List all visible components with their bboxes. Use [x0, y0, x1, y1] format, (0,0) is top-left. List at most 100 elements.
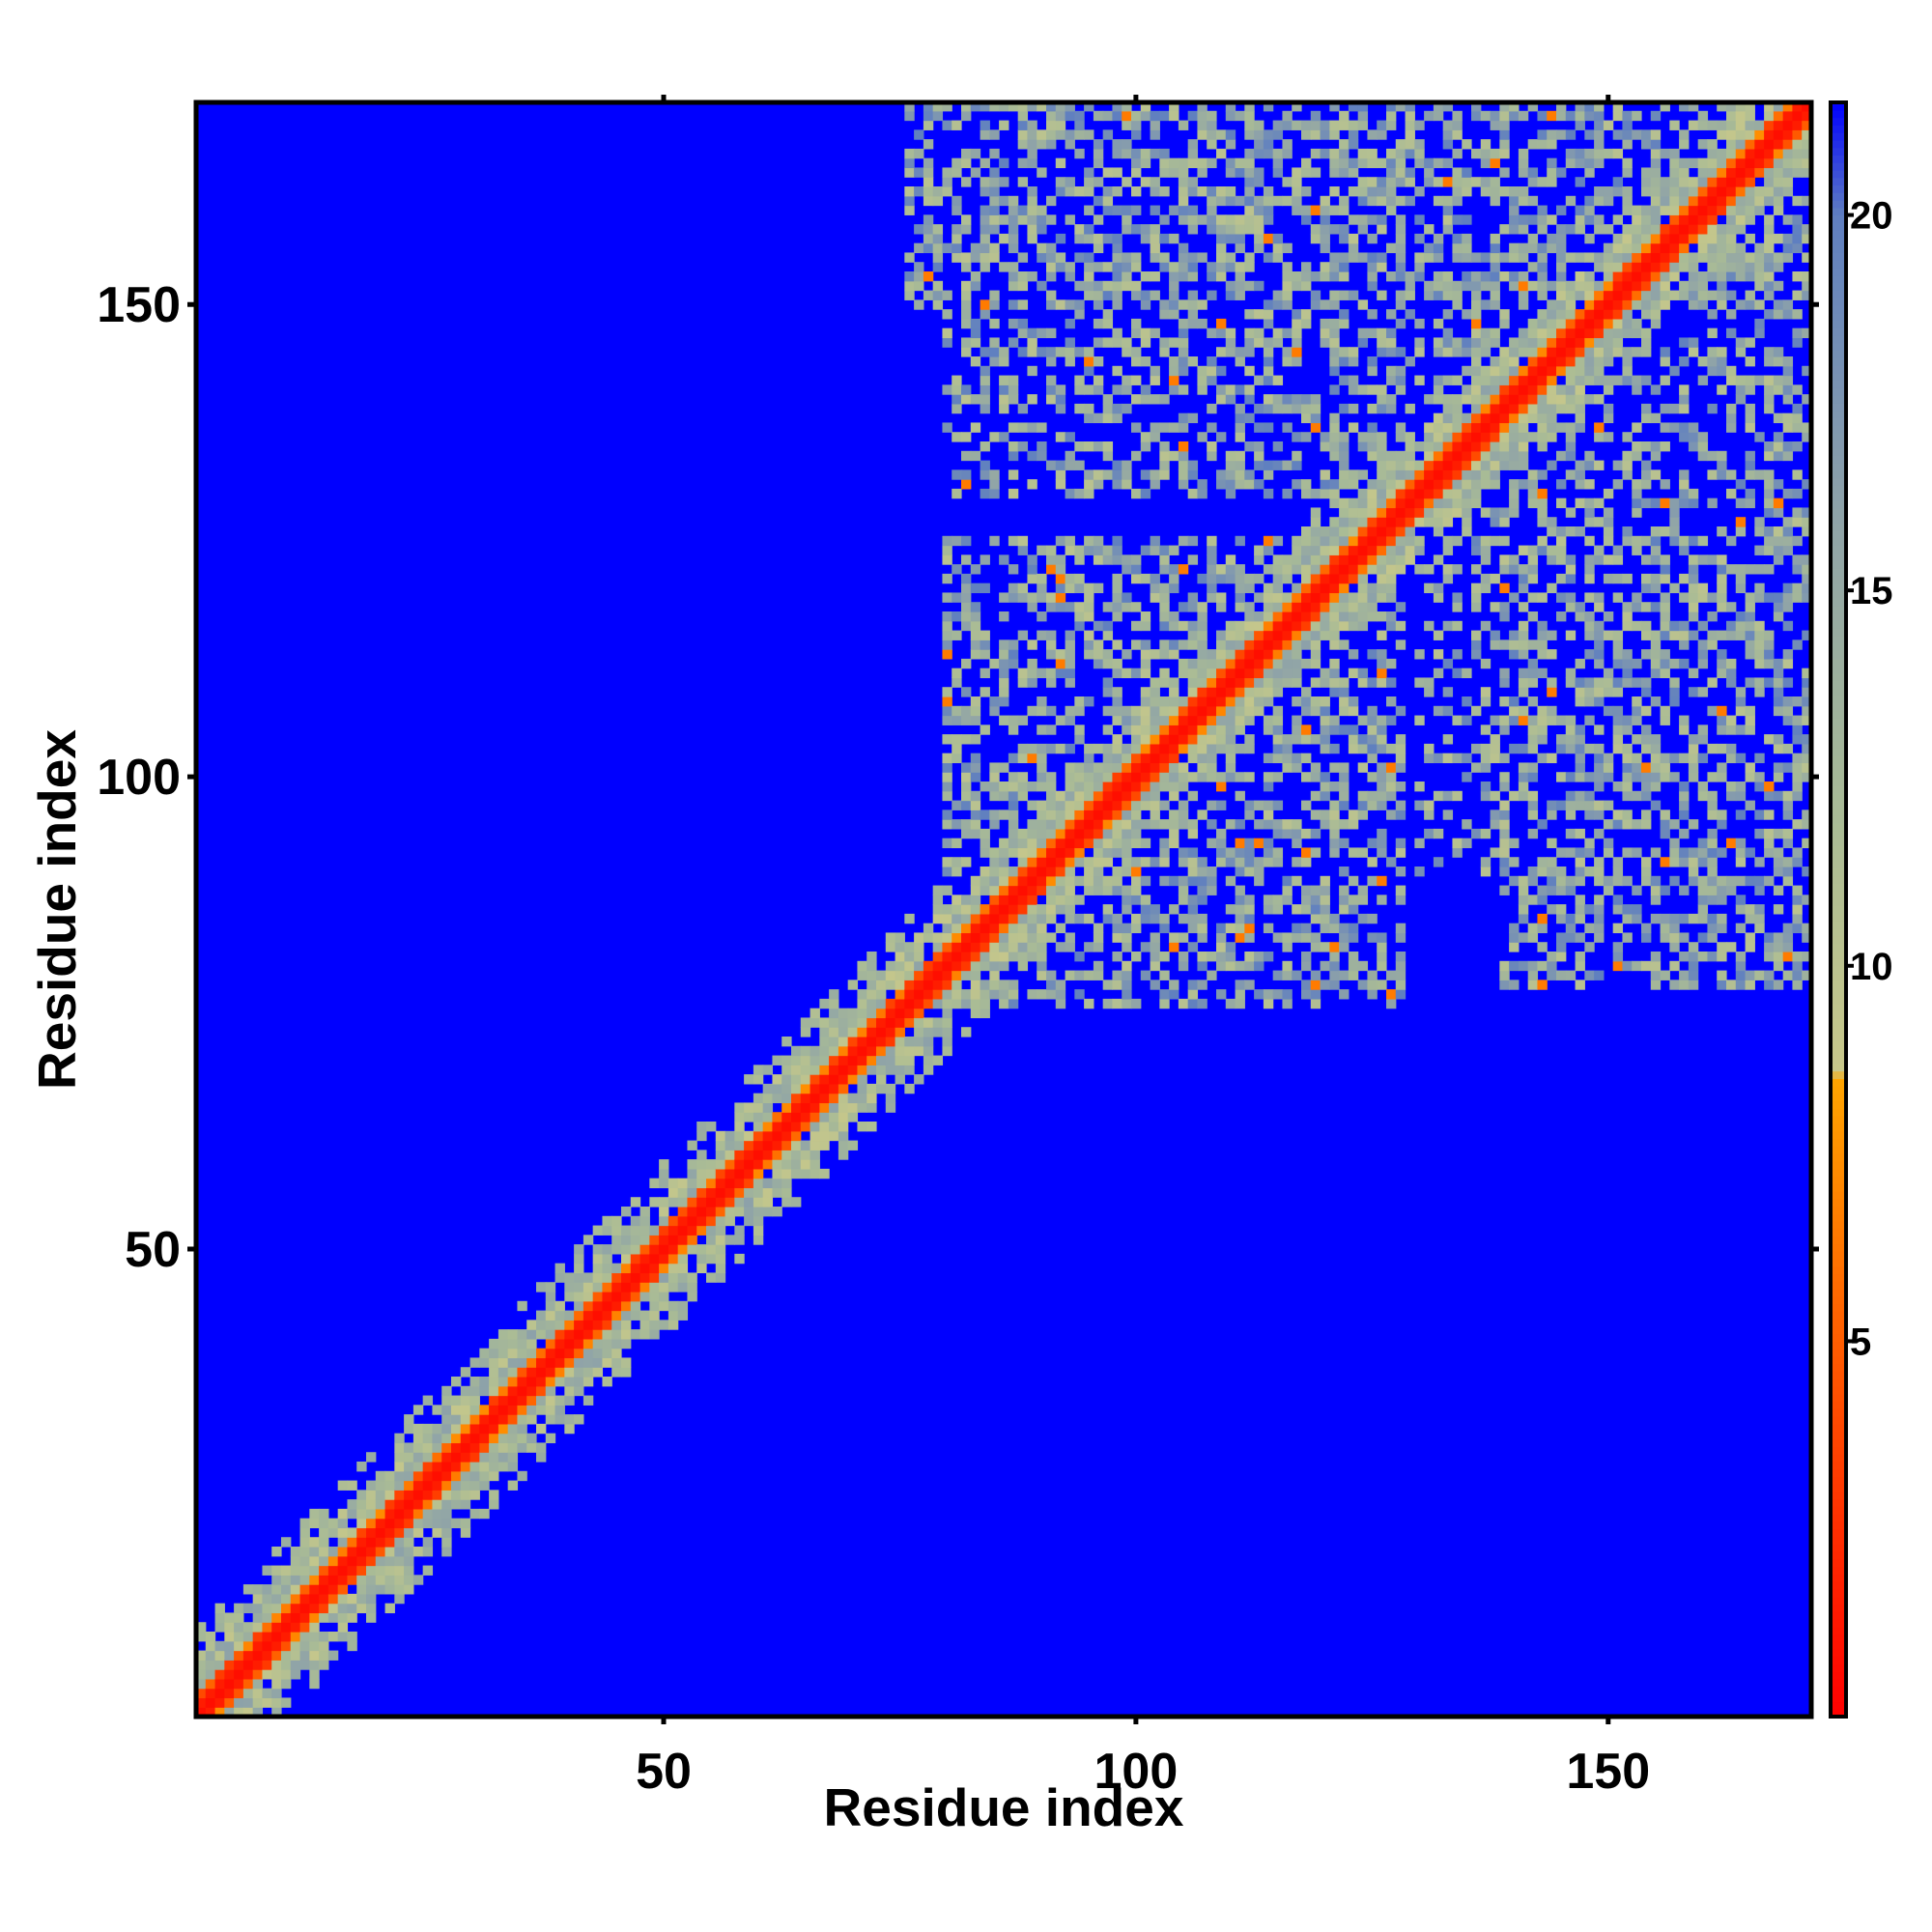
heatmap-cell	[1537, 422, 1548, 433]
heatmap-cell	[1490, 734, 1500, 745]
heatmap-cell	[923, 932, 934, 943]
heatmap-cell	[1310, 828, 1321, 839]
heatmap-cell	[895, 932, 905, 943]
heatmap-cell	[1178, 441, 1189, 452]
heatmap-cell	[1509, 356, 1520, 367]
heatmap-cell	[1131, 422, 1142, 433]
heatmap-cell	[895, 1017, 905, 1028]
heatmap-cell	[1065, 942, 1075, 952]
heatmap-cell	[952, 895, 962, 905]
heatmap-cell	[744, 1159, 754, 1170]
heatmap-cell	[1509, 479, 1520, 490]
heatmap-cell	[1348, 970, 1359, 980]
heatmap-cell	[337, 1584, 349, 1595]
heatmap-cell	[1178, 177, 1189, 187]
heatmap-cell	[1556, 885, 1567, 895]
heatmap-cell	[1518, 157, 1529, 169]
heatmap-cell	[1452, 441, 1463, 452]
heatmap-cell	[327, 1565, 339, 1576]
heatmap-cell	[659, 1263, 669, 1274]
heatmap-cell	[1225, 233, 1236, 244]
heatmap-cell	[1518, 895, 1529, 905]
heatmap-cell	[1339, 517, 1350, 527]
heatmap-cell	[1102, 394, 1114, 405]
heatmap-cell	[1433, 857, 1444, 867]
heatmap-cell	[1074, 611, 1085, 622]
heatmap-cell	[1641, 875, 1652, 887]
heatmap-cell	[602, 1338, 612, 1350]
heatmap-cell	[1632, 904, 1642, 915]
heatmap-cell	[1556, 422, 1567, 433]
heatmap-cell	[469, 1470, 480, 1482]
heatmap-cell	[1055, 573, 1066, 584]
heatmap-cell	[1395, 960, 1406, 972]
heatmap-cell	[375, 1547, 386, 1557]
heatmap-cell	[1603, 573, 1614, 584]
heatmap-cell	[319, 1593, 329, 1605]
heatmap-cell	[857, 1122, 867, 1132]
heatmap-cell	[914, 932, 924, 943]
heatmap-cell	[1499, 724, 1510, 735]
heatmap-cell	[271, 1547, 282, 1557]
heatmap-cell	[1301, 705, 1312, 717]
heatmap-cell	[630, 1253, 641, 1264]
heatmap-cell	[1641, 772, 1652, 782]
heatmap-cell	[1310, 526, 1321, 537]
heatmap-cell	[1480, 252, 1492, 263]
heatmap-cell	[1065, 271, 1075, 282]
heatmap-cell	[1395, 753, 1406, 764]
heatmap-cell	[999, 611, 1009, 622]
heatmap-cell	[1518, 762, 1529, 773]
heatmap-cell	[1046, 129, 1057, 140]
heatmap-cell	[1575, 828, 1585, 839]
heatmap-cell	[1310, 904, 1321, 915]
heatmap-cell	[1159, 582, 1170, 594]
heatmap-cell	[1386, 573, 1397, 584]
heatmap-cell	[1131, 895, 1142, 905]
heatmap-cell	[999, 932, 1009, 943]
heatmap-cell	[867, 970, 877, 980]
heatmap-cell	[281, 1603, 292, 1614]
heatmap-cell	[1055, 715, 1066, 725]
heatmap-cell	[753, 1197, 764, 1208]
heatmap-cell	[1112, 753, 1122, 764]
heatmap-cell	[895, 960, 905, 972]
heatmap-cell	[1518, 960, 1529, 972]
heatmap-cell	[1518, 441, 1529, 452]
heatmap-cell	[1594, 195, 1605, 207]
heatmap-cell	[1216, 989, 1227, 1000]
heatmap-cell	[1263, 356, 1274, 367]
heatmap-cell	[1008, 233, 1019, 244]
heatmap-cell	[1612, 923, 1624, 934]
heatmap-cell	[1225, 668, 1236, 679]
heatmap-cell	[1339, 790, 1350, 802]
heatmap-cell	[1292, 838, 1302, 849]
heatmap-cell	[1632, 479, 1642, 490]
heatmap-cell	[1131, 602, 1142, 612]
heatmap-cell	[1017, 157, 1029, 169]
heatmap-cell	[1140, 875, 1151, 887]
heatmap-cell	[309, 1660, 320, 1670]
heatmap-cell	[1547, 318, 1557, 329]
heatmap-cell	[1235, 790, 1245, 802]
heatmap-cell	[1008, 847, 1019, 858]
heatmap-cell	[1122, 120, 1132, 130]
heatmap-cell	[1339, 479, 1350, 490]
heatmap-cell	[999, 403, 1009, 414]
heatmap-cell	[1395, 148, 1406, 159]
heatmap-cell	[1462, 460, 1472, 470]
heatmap-cell	[932, 970, 944, 980]
heatmap-cell	[1207, 715, 1217, 725]
heatmap-cell	[1282, 242, 1293, 254]
heatmap-cell	[1509, 441, 1520, 452]
heatmap-cell	[1357, 507, 1369, 518]
heatmap-cell	[1348, 507, 1359, 518]
heatmap-cell	[1140, 356, 1151, 367]
heatmap-cell	[1442, 790, 1454, 802]
heatmap-cell	[1622, 356, 1633, 367]
heatmap-cell	[290, 1640, 301, 1652]
heatmap-cell	[838, 1045, 849, 1057]
heatmap-cell	[1225, 488, 1236, 499]
heatmap-cell	[1565, 290, 1577, 300]
heatmap-cell	[659, 1168, 669, 1179]
